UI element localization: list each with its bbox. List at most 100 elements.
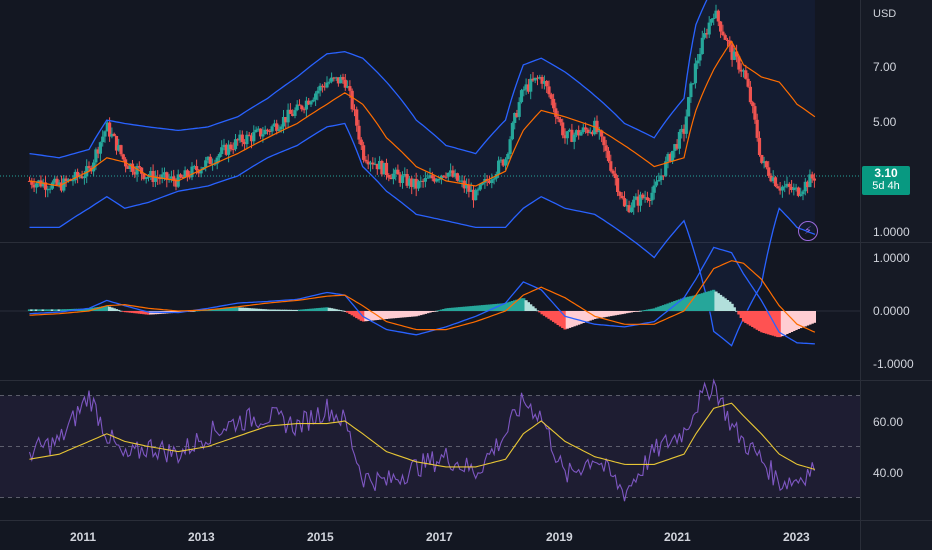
macd-histogram-bar: [664, 304, 668, 311]
macd-histogram-bar: [618, 311, 622, 315]
candle-up: [565, 131, 569, 139]
macd-histogram-bar: [643, 310, 647, 311]
rsi-ma-line: [29, 402, 816, 470]
candle-down: [108, 122, 112, 137]
macd-histogram-bar: [43, 309, 48, 311]
rsi-pane[interactable]: [0, 378, 860, 502]
candle-down: [764, 161, 768, 168]
macd-histogram-bar: [304, 309, 308, 311]
macd-histogram-bar: [634, 311, 638, 312]
macd-histogram-bar: [364, 311, 368, 322]
candle-up: [394, 169, 398, 174]
macd-histogram-bar: [327, 307, 331, 311]
candle-down: [760, 155, 764, 163]
candle-down: [451, 170, 455, 177]
macd-histogram-bar: [325, 307, 329, 311]
macd-histogram-bar: [730, 303, 734, 311]
candle-down: [606, 150, 611, 162]
candle-down: [776, 186, 780, 189]
candle-up: [657, 180, 661, 182]
macd-histogram-bar: [675, 300, 679, 311]
candle-down: [558, 118, 562, 123]
macd-histogram-bar: [485, 304, 489, 311]
candle-down: [119, 145, 123, 155]
candle-up: [73, 171, 77, 181]
candle-up: [279, 126, 283, 130]
time-axis[interactable]: 2011 2013 2015 2017 2019 2021 2023: [70, 530, 810, 544]
currency-label: USD: [873, 8, 896, 20]
macd-histogram-bar: [449, 307, 453, 311]
candle-up: [146, 176, 151, 178]
macd-pane[interactable]: [0, 246, 860, 345]
price-pane[interactable]: [0, 0, 860, 347]
candle-up: [762, 161, 766, 163]
macd-histogram-bar: [547, 311, 551, 319]
macd-histogram-bar: [773, 311, 778, 337]
candle-down: [790, 186, 794, 190]
macd-histogram-bar: [343, 311, 347, 312]
macd-histogram-bar: [453, 307, 457, 311]
macd-histogram-bar: [247, 308, 251, 311]
candle-up: [293, 110, 297, 116]
candle-up: [71, 180, 75, 182]
macd-histogram-bar: [263, 309, 267, 311]
macd-histogram-bar: [323, 307, 327, 311]
candle-down: [590, 131, 595, 135]
macd-histogram-bar: [261, 309, 265, 311]
candle-up: [588, 131, 592, 133]
candle-down: [648, 200, 652, 201]
macd-histogram-bar: [751, 311, 755, 327]
macd-histogram-bar: [465, 306, 469, 311]
macd-histogram-bar: [501, 303, 505, 311]
macd-histogram-bar: [657, 306, 661, 311]
candle-up: [538, 77, 542, 79]
macd-histogram-bar: [103, 306, 107, 311]
candle-up: [261, 134, 265, 137]
candle-down: [185, 170, 189, 177]
macd-histogram-bar: [602, 311, 606, 318]
candle-up: [714, 10, 718, 18]
candle-up: [215, 157, 219, 164]
macd-histogram-bar: [336, 309, 340, 311]
macd-histogram-bar: [439, 309, 443, 311]
candle-down: [812, 178, 816, 181]
candle-down: [355, 109, 359, 126]
candle-up: [318, 85, 322, 91]
macd-histogram-bar: [661, 305, 665, 311]
macd-histogram-bar: [812, 311, 816, 323]
candle-up: [497, 160, 501, 174]
candle-down: [730, 44, 734, 60]
macd-histogram-bar: [538, 311, 542, 313]
candle-down: [430, 175, 434, 179]
macd-histogram-bar: [522, 298, 526, 311]
candle-up: [110, 133, 114, 137]
candle-down: [323, 86, 327, 88]
candle-down: [350, 90, 354, 110]
macd-histogram-bar: [284, 309, 288, 311]
candle-up: [105, 122, 109, 132]
candle-down: [675, 144, 679, 149]
candle-down: [487, 180, 492, 183]
candle-down: [744, 70, 748, 79]
candle-up: [270, 126, 274, 132]
candle-down: [300, 105, 304, 110]
macd-histogram-bar: [455, 307, 459, 311]
macd-histogram-bar: [755, 311, 759, 330]
macd-histogram-bar: [519, 298, 524, 311]
candle-down: [366, 161, 370, 165]
macd-histogram-bar: [435, 310, 439, 312]
candle-down: [231, 149, 235, 151]
candle-down: [444, 176, 448, 178]
candle-down: [343, 79, 347, 88]
last-price-badge: 3.10 5d 4h: [862, 166, 910, 195]
candle-down: [668, 154, 672, 162]
macd-histogram-bar: [719, 294, 723, 311]
macd-histogram-bar: [705, 291, 709, 311]
macd-histogram-bar: [243, 307, 247, 311]
macd-histogram-bar: [227, 307, 231, 311]
candle-down: [172, 176, 176, 181]
lightning-icon[interactable]: ⚡: [798, 221, 818, 241]
macd-histogram-bar: [622, 311, 627, 314]
candle-down: [613, 173, 617, 178]
